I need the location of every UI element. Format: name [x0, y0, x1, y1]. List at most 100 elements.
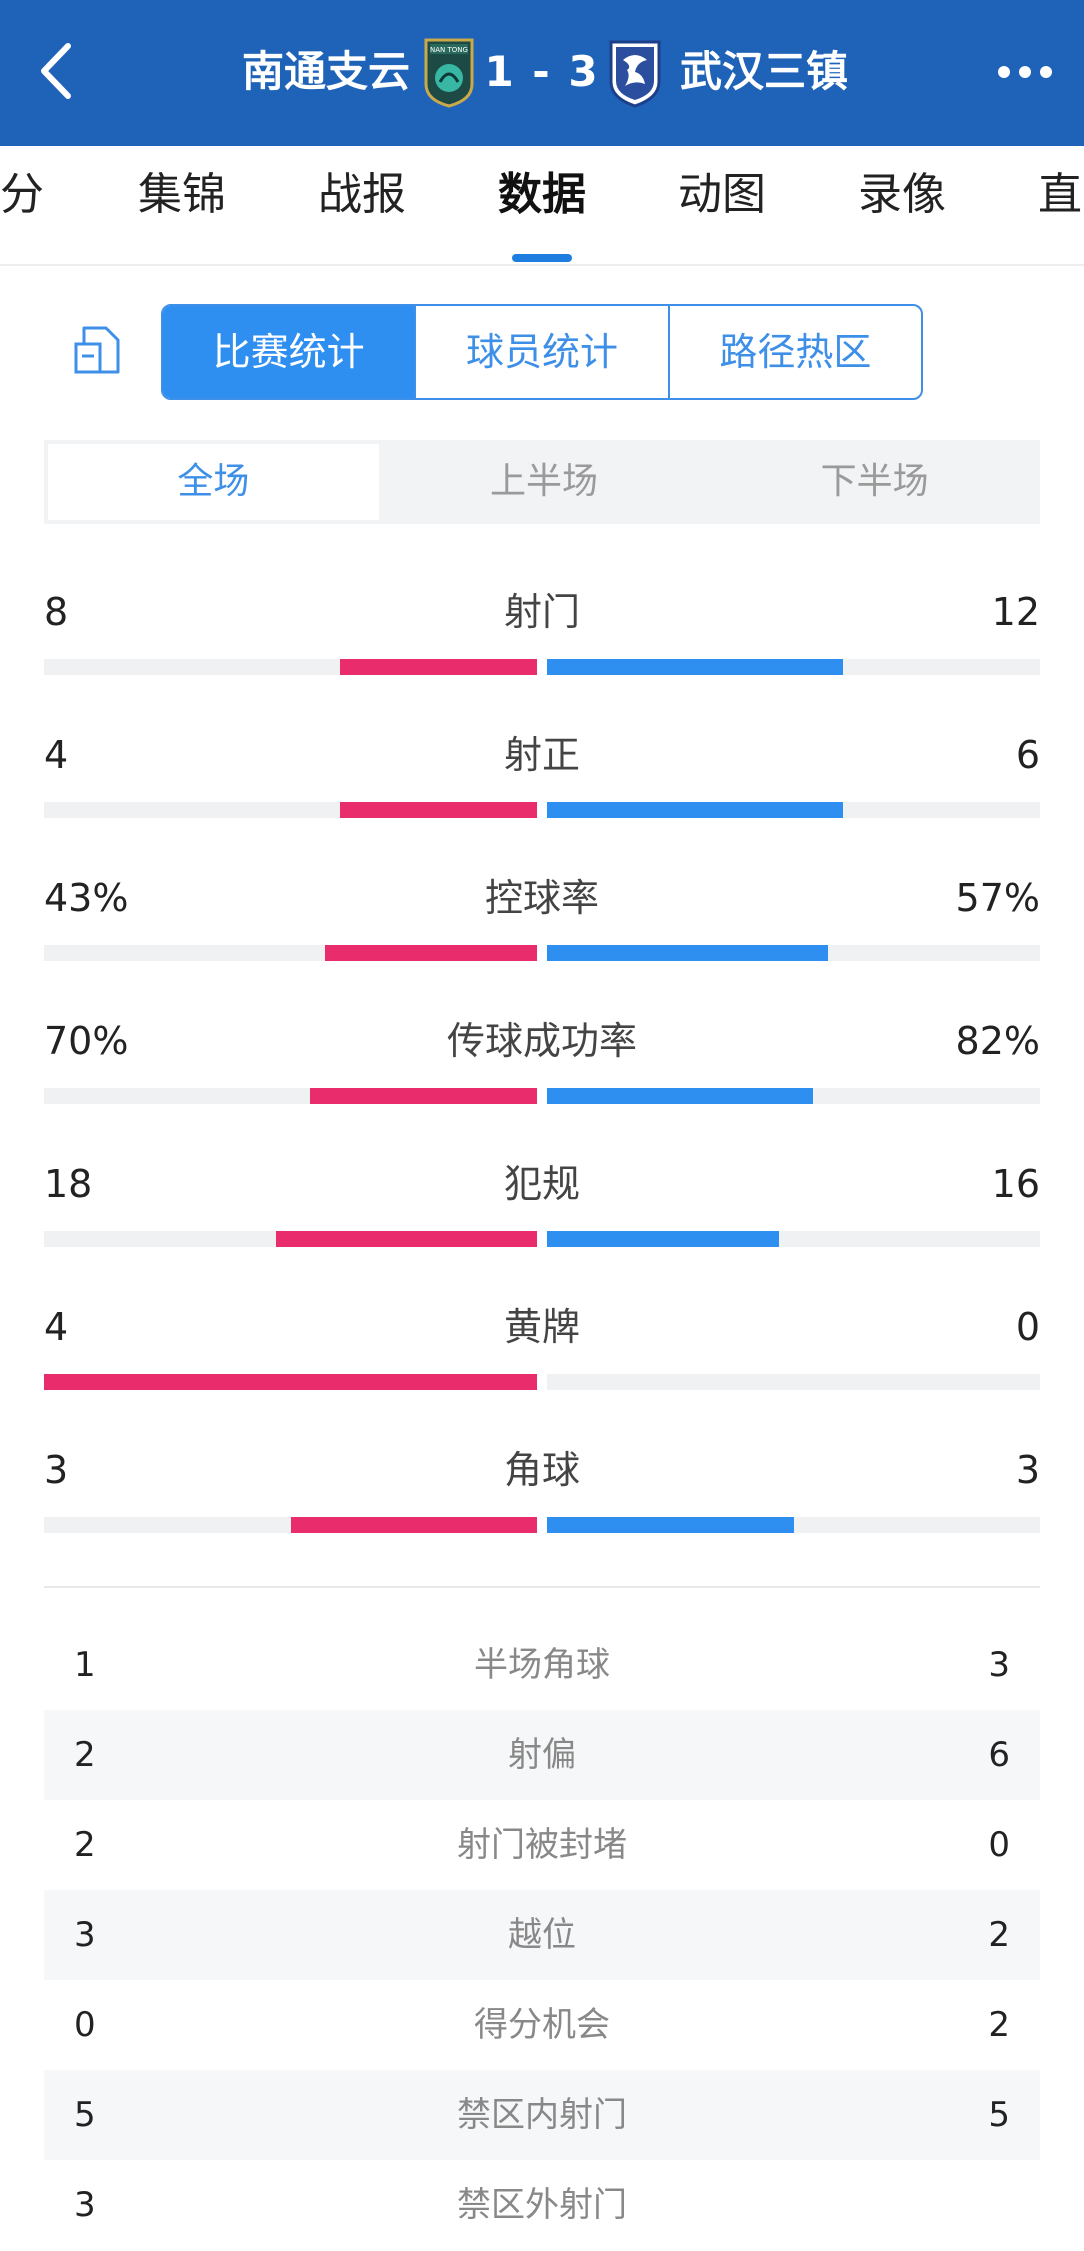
home-value: 3: [74, 1915, 96, 1955]
stat-label: 射正: [503, 733, 580, 777]
home-value: 3: [44, 1448, 69, 1492]
home-value: 2: [74, 1825, 96, 1865]
home-value: 8: [44, 590, 69, 634]
match-nav-tabs: 分 集锦 战报 数据 动图 录像 直: [0, 146, 1084, 266]
home-value: 70%: [44, 1019, 129, 1063]
tab-live[interactable]: 直: [1038, 169, 1082, 220]
home-value: 18: [44, 1162, 93, 1206]
match-header: 南通支云 NAN TONG 1 - 3 武汉三镇: [0, 0, 1084, 146]
away-team-badge[interactable]: [607, 36, 663, 108]
stat-row: 70% 传球成功率 82%: [44, 1014, 1040, 1134]
stat-label: 射门: [503, 590, 580, 634]
away-bar: [547, 1231, 779, 1247]
away-value: 6: [988, 1735, 1010, 1775]
home-value: 0: [74, 2005, 96, 2045]
home-team-badge[interactable]: NAN TONG: [422, 36, 476, 108]
home-value: 43%: [44, 876, 129, 920]
table-row: 2 射门被封堵 0: [44, 1800, 1040, 1890]
tab-score[interactable]: 分: [0, 169, 44, 220]
home-team-name[interactable]: 南通支云: [241, 47, 410, 96]
home-bar-track: [44, 1231, 537, 1247]
tab-highlights[interactable]: 集锦: [138, 169, 226, 220]
away-value: 0: [988, 1825, 1010, 1865]
stat-label: 半场角球: [474, 1645, 610, 1685]
stat-row: 18 犯规 16: [44, 1157, 1040, 1277]
away-bar: [547, 1088, 814, 1104]
away-team-name[interactable]: 武汉三镇: [680, 47, 849, 96]
home-bar: [44, 1374, 537, 1390]
screenshot-share-icon[interactable]: [72, 322, 128, 378]
table-row: 1 半场角球 3: [44, 1620, 1040, 1710]
stat-row: 4 黄牌 0: [44, 1300, 1040, 1420]
home-value: 1: [74, 1645, 96, 1685]
away-bar: [547, 1517, 794, 1533]
home-bar-track: [44, 659, 537, 675]
stat-label: 禁区外射门: [457, 2185, 627, 2225]
active-tab-indicator: [512, 254, 572, 262]
home-bar-track: [44, 1374, 537, 1390]
stat-label: 控球率: [484, 876, 599, 920]
away-bar-track: [547, 1088, 1040, 1104]
seg-match-stats[interactable]: 比赛统计: [163, 306, 417, 398]
away-bar: [547, 659, 843, 675]
stat-label: 黄牌: [503, 1305, 580, 1349]
stat-label: 得分机会: [474, 2005, 610, 2045]
stat-row: 43% 控球率 57%: [44, 871, 1040, 991]
away-value: 3: [1015, 1448, 1040, 1492]
home-bar: [325, 945, 537, 961]
away-value: 82%: [955, 1019, 1040, 1063]
home-value: 5: [74, 2095, 96, 2135]
away-value: 57%: [955, 876, 1040, 920]
tab-data[interactable]: 数据: [498, 169, 586, 220]
table-row: 3 禁区外射门: [44, 2160, 1040, 2250]
period-second-half[interactable]: 下半场: [820, 461, 929, 502]
match-score: 1 - 3: [484, 47, 600, 96]
stat-label: 禁区内射门: [457, 2095, 627, 2135]
stat-row: 8 射门 12: [44, 585, 1040, 705]
away-value: 12: [991, 590, 1040, 634]
more-dots-icon: [998, 66, 1052, 78]
seg-heatmap[interactable]: 路径热区: [719, 330, 872, 374]
tab-replay[interactable]: 录像: [858, 169, 946, 220]
away-value: 3: [988, 1645, 1010, 1685]
stat-label: 射门被封堵: [457, 1825, 627, 1865]
table-row: 0 得分机会 2: [44, 1980, 1040, 2070]
table-row: 3 越位 2: [44, 1890, 1040, 1980]
home-bar-track: [44, 1517, 537, 1533]
home-bar-track: [44, 945, 537, 961]
seg-player-stats[interactable]: 球员统计: [416, 306, 670, 398]
tab-report[interactable]: 战报: [318, 169, 406, 220]
home-bar-track: [44, 802, 537, 818]
away-value: 6: [1015, 733, 1040, 777]
home-value: 4: [44, 733, 69, 777]
stat-label: 传球成功率: [446, 1019, 637, 1063]
table-row: 5 禁区内射门 5: [44, 2070, 1040, 2160]
more-options-button[interactable]: [990, 50, 1060, 94]
home-bar-track: [44, 1088, 537, 1104]
away-bar-track: [547, 1517, 1040, 1533]
home-bar: [339, 802, 537, 818]
stat-row: 4 射正 6: [44, 728, 1040, 848]
away-bar: [547, 945, 828, 961]
away-value: 5: [988, 2095, 1010, 2135]
home-bar: [339, 659, 537, 675]
away-bar-track: [547, 1374, 1040, 1390]
stat-label: 射偏: [508, 1735, 576, 1775]
section-divider: [44, 1586, 1040, 1588]
stats-type-switcher: 比赛统计 球员统计 路径热区: [161, 304, 923, 400]
home-value: 2: [74, 1735, 96, 1775]
away-value: 0: [1015, 1305, 1040, 1349]
table-row: 2 射偏 6: [44, 1710, 1040, 1800]
stat-row: 3 角球 3: [44, 1443, 1040, 1563]
away-bar-track: [547, 802, 1040, 818]
away-value: 2: [988, 2005, 1010, 2045]
away-value: 16: [991, 1162, 1040, 1206]
chevron-left-icon: [41, 43, 71, 99]
period-full-match[interactable]: 全场: [48, 444, 379, 520]
stat-label: 角球: [503, 1448, 580, 1492]
home-value: 4: [44, 1305, 69, 1349]
back-button[interactable]: [28, 36, 88, 106]
period-first-half[interactable]: 上半场: [490, 461, 599, 502]
tab-gifs[interactable]: 动图: [678, 169, 766, 220]
home-value: 3: [74, 2185, 96, 2225]
